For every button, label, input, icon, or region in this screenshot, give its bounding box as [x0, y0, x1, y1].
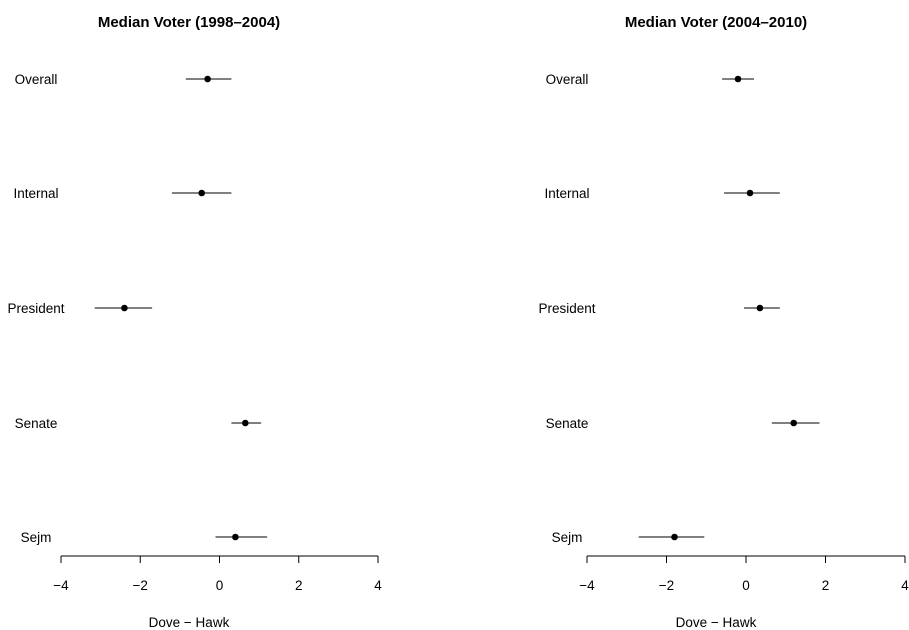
x-tick-label: 2 — [822, 578, 830, 593]
category-label: Overall — [546, 72, 589, 87]
point-estimate — [232, 533, 239, 541]
category-label: President — [538, 301, 595, 316]
panel-title: Median Voter (1998–2004) — [98, 14, 280, 31]
panel-title: Median Voter (2004–2010) — [625, 14, 807, 31]
x-axis-label: Dove − Hawk — [149, 615, 230, 630]
category-label: President — [7, 301, 64, 316]
category-label: Internal — [544, 186, 589, 201]
point-estimate — [671, 533, 678, 541]
category-label: Senate — [15, 416, 58, 431]
point-estimate — [121, 304, 128, 312]
x-tick-label: 0 — [742, 578, 750, 593]
category-label: Internal — [13, 186, 58, 201]
point-estimate — [790, 419, 797, 427]
point-estimate — [746, 189, 754, 197]
x-tick-label: 0 — [216, 578, 224, 593]
point-estimate — [242, 419, 249, 427]
category-label: Overall — [15, 72, 58, 87]
x-tick-label: 4 — [374, 578, 382, 593]
category-label: Senate — [546, 416, 589, 431]
x-tick-label: 4 — [901, 578, 909, 593]
point-estimate — [204, 75, 211, 83]
x-tick-label: −2 — [133, 578, 148, 593]
category-label: Sejm — [552, 530, 583, 545]
panel-right: Median Voter (2004–2010) Overall Internal… — [538, 14, 909, 630]
x-axis-label: Dove − Hawk — [676, 615, 757, 630]
panel-left: Median Voter (1998–2004) Overall Internal… — [7, 14, 382, 630]
point-estimate — [734, 75, 742, 83]
category-label: Sejm — [21, 530, 52, 545]
x-tick-label: −2 — [659, 578, 674, 593]
x-tick-label: −4 — [53, 578, 69, 593]
x-tick-label: 2 — [295, 578, 303, 593]
point-estimate — [756, 304, 764, 312]
x-tick-label: −4 — [579, 578, 595, 593]
point-estimate — [198, 189, 205, 197]
